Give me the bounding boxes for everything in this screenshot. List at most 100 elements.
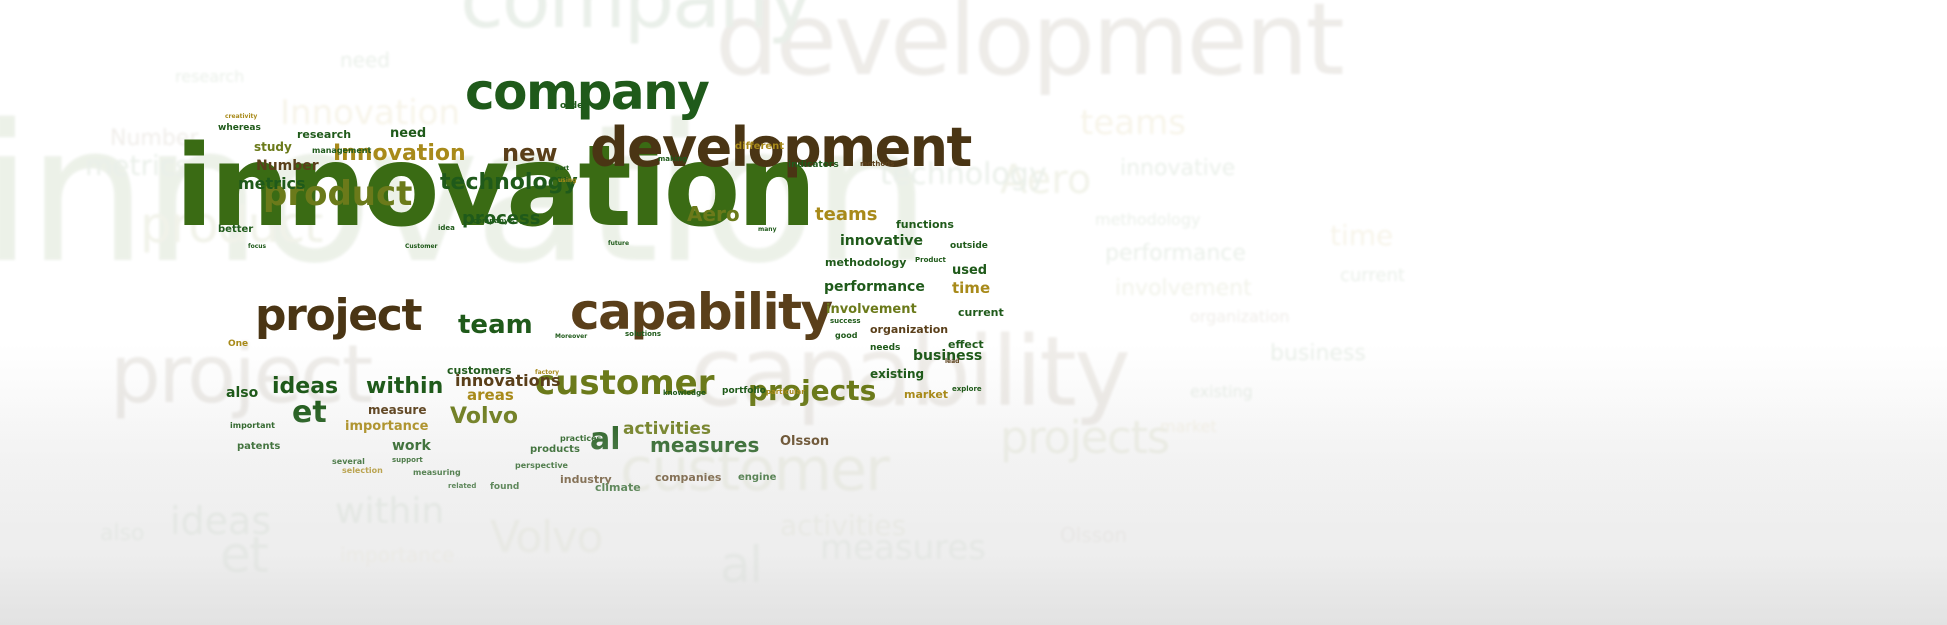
- cloud-word: effect: [948, 338, 984, 351]
- cloud-word: study: [254, 140, 292, 154]
- cloud-word: Innovation: [333, 141, 466, 166]
- cloud-word: solutions: [625, 330, 662, 338]
- cloud-word: Number: [110, 126, 199, 151]
- cloud-word: technology: [880, 157, 1047, 192]
- cloud-word: company: [465, 63, 710, 121]
- cloud-word: importance: [345, 419, 429, 434]
- cloud-word: particular: [766, 388, 805, 396]
- cloud-word: existing: [870, 367, 925, 381]
- cloud-word: need: [390, 126, 427, 141]
- cloud-word: performance: [1105, 241, 1246, 266]
- cloud-word: One: [228, 339, 249, 349]
- cloud-word: team: [458, 310, 533, 340]
- cloud-word: selection: [342, 466, 383, 475]
- cloud-word: order: [560, 101, 588, 111]
- cloud-word: performance: [824, 279, 925, 295]
- cloud-word: development: [715, 0, 1345, 98]
- cloud-word: research: [297, 128, 352, 141]
- cloud-word: Olsson: [780, 434, 830, 449]
- cloud-word: teams: [815, 204, 878, 225]
- cloud-word: indicators: [788, 160, 839, 170]
- cloud-word: idea: [438, 224, 455, 232]
- cloud-word: teams: [1080, 103, 1186, 143]
- cloud-word: Number: [256, 158, 319, 174]
- cloud-word: company's: [473, 217, 515, 225]
- cloud-word: found: [490, 482, 520, 492]
- cloud-word: measuring: [413, 468, 461, 477]
- cloud-word: better: [218, 224, 254, 235]
- cloud-word: different: [735, 141, 785, 152]
- cloud-word: lead: [945, 358, 960, 365]
- cloud-word: time: [952, 279, 991, 297]
- cloud-word: business: [913, 348, 983, 364]
- cloud-word: areas: [467, 386, 514, 404]
- cloud-word: using: [558, 177, 577, 184]
- cloud-word: metrics: [238, 174, 306, 193]
- cloud-word: many: [758, 226, 777, 233]
- cloud-word: business: [1270, 341, 1366, 366]
- cloud-word: capability: [570, 283, 833, 341]
- cloud-word: management: [312, 146, 372, 155]
- cloud-word: whereas: [218, 123, 261, 133]
- cloud-word: creativity: [225, 113, 258, 120]
- cloud-word: outside: [950, 241, 988, 251]
- cloud-word: process: [462, 208, 541, 229]
- cloud-word: functions: [896, 218, 954, 231]
- cloud-word: engine: [738, 472, 777, 483]
- cloud-word: methodology: [1095, 210, 1201, 229]
- cloud-word: future: [608, 240, 630, 247]
- cloud-word: portfolio: [722, 386, 766, 396]
- cloud-word: need: [340, 48, 390, 72]
- cloud-word: explore: [952, 385, 982, 393]
- cloud-word: related: [448, 482, 477, 490]
- cloud-word: organization: [870, 323, 949, 336]
- cloud-word: current: [958, 306, 1004, 319]
- cloud-word: patents: [237, 441, 281, 452]
- cloud-word: within: [366, 374, 444, 399]
- cloud-word: time: [1330, 219, 1394, 252]
- cloud-word: Aero: [1000, 157, 1092, 203]
- cloud-word: several: [332, 457, 365, 466]
- cloud-word: organization: [1190, 307, 1290, 326]
- cloud-word: Innovation: [280, 93, 461, 133]
- cloud-word: metrics: [85, 149, 190, 182]
- cloud-word: development: [590, 116, 972, 179]
- cloud-word: innovations: [455, 371, 561, 390]
- cloud-word: making: [658, 155, 688, 163]
- cloud-word: current: [1340, 265, 1405, 286]
- cloud-word: innovative: [1120, 156, 1236, 181]
- cloud-word: practices: [560, 434, 602, 443]
- cloud-word: companies: [655, 471, 722, 484]
- cloud-word: company: [460, 0, 814, 40]
- cloud-word: product: [140, 196, 323, 254]
- cloud-word: research: [175, 67, 245, 86]
- cloud-word: product: [263, 174, 413, 214]
- cloud-word: work: [392, 438, 431, 454]
- cloud-word: needs: [870, 343, 901, 353]
- cloud-word: perspective: [515, 461, 568, 470]
- cloud-word: new: [502, 139, 558, 167]
- cloud-word: ideas: [272, 374, 339, 399]
- cloud-word: involvement: [1115, 276, 1252, 301]
- cloud-word: Aero: [687, 202, 740, 226]
- cloud-word: Product: [915, 256, 946, 264]
- cloud-word: knowledge: [663, 389, 706, 397]
- cloud-word: also: [226, 385, 259, 401]
- cloud-word: innovation: [0, 84, 931, 305]
- cloud-word: measure: [368, 403, 427, 417]
- cloud-word: Moreover: [555, 333, 588, 340]
- cloud-word: good: [835, 331, 858, 340]
- cloud-word: products: [530, 444, 580, 455]
- cloud-word: Customer: [405, 243, 438, 250]
- cloud-word: methods: [860, 160, 895, 168]
- cloud-word: customers: [447, 364, 512, 377]
- cloud-word: support: [392, 456, 423, 464]
- cloud-word: innovative: [840, 233, 924, 249]
- cloud-word: et: [292, 395, 327, 430]
- cloud-word: customer: [535, 363, 715, 403]
- cloud-word: innovation: [175, 122, 817, 252]
- cloud-word: market: [904, 388, 949, 401]
- cloud-word: climate: [595, 481, 641, 494]
